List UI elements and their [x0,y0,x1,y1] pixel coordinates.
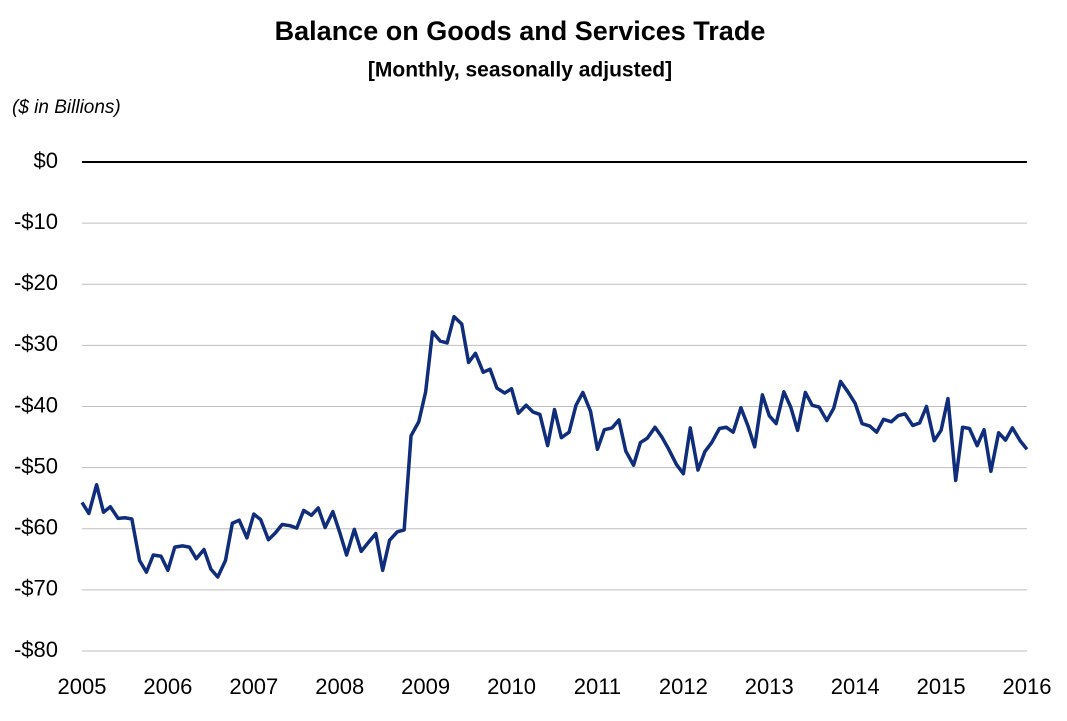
x-tick-label: 2009 [401,674,450,699]
y-axis-label: ($ in Billions) [12,97,121,118]
x-tick-label: 2012 [659,674,708,699]
y-tick-label: -$30 [14,331,58,356]
y-tick-label: -$60 [14,515,58,540]
chart-title: Balance on Goods and Services Trade [275,16,766,46]
y-tick-label: -$20 [14,270,58,295]
x-tick-label: 2008 [315,674,364,699]
x-tick-label: 2011 [574,674,621,699]
data-line [80,314,1029,579]
y-tick-label: -$80 [14,637,58,662]
chart-subtitle: [Monthly, seasonally adjusted] [368,59,672,82]
y-tick-label: -$40 [14,392,58,417]
x-tick-label: 2006 [143,674,192,699]
y-tick-label: -$10 [14,209,58,234]
y-tick-label: $0 [34,148,58,173]
x-tick-label: 2007 [229,674,278,699]
x-tick-label: 2016 [1003,674,1052,699]
x-tick-label: 2010 [487,674,536,699]
x-tick-label: 2013 [745,674,794,699]
y-tick-label: -$50 [14,453,58,478]
x-tick-label: 2015 [917,674,966,699]
x-tick-label: 2005 [58,674,107,699]
y-tick-label: -$70 [14,576,58,601]
x-tick-label: 2014 [831,674,880,699]
